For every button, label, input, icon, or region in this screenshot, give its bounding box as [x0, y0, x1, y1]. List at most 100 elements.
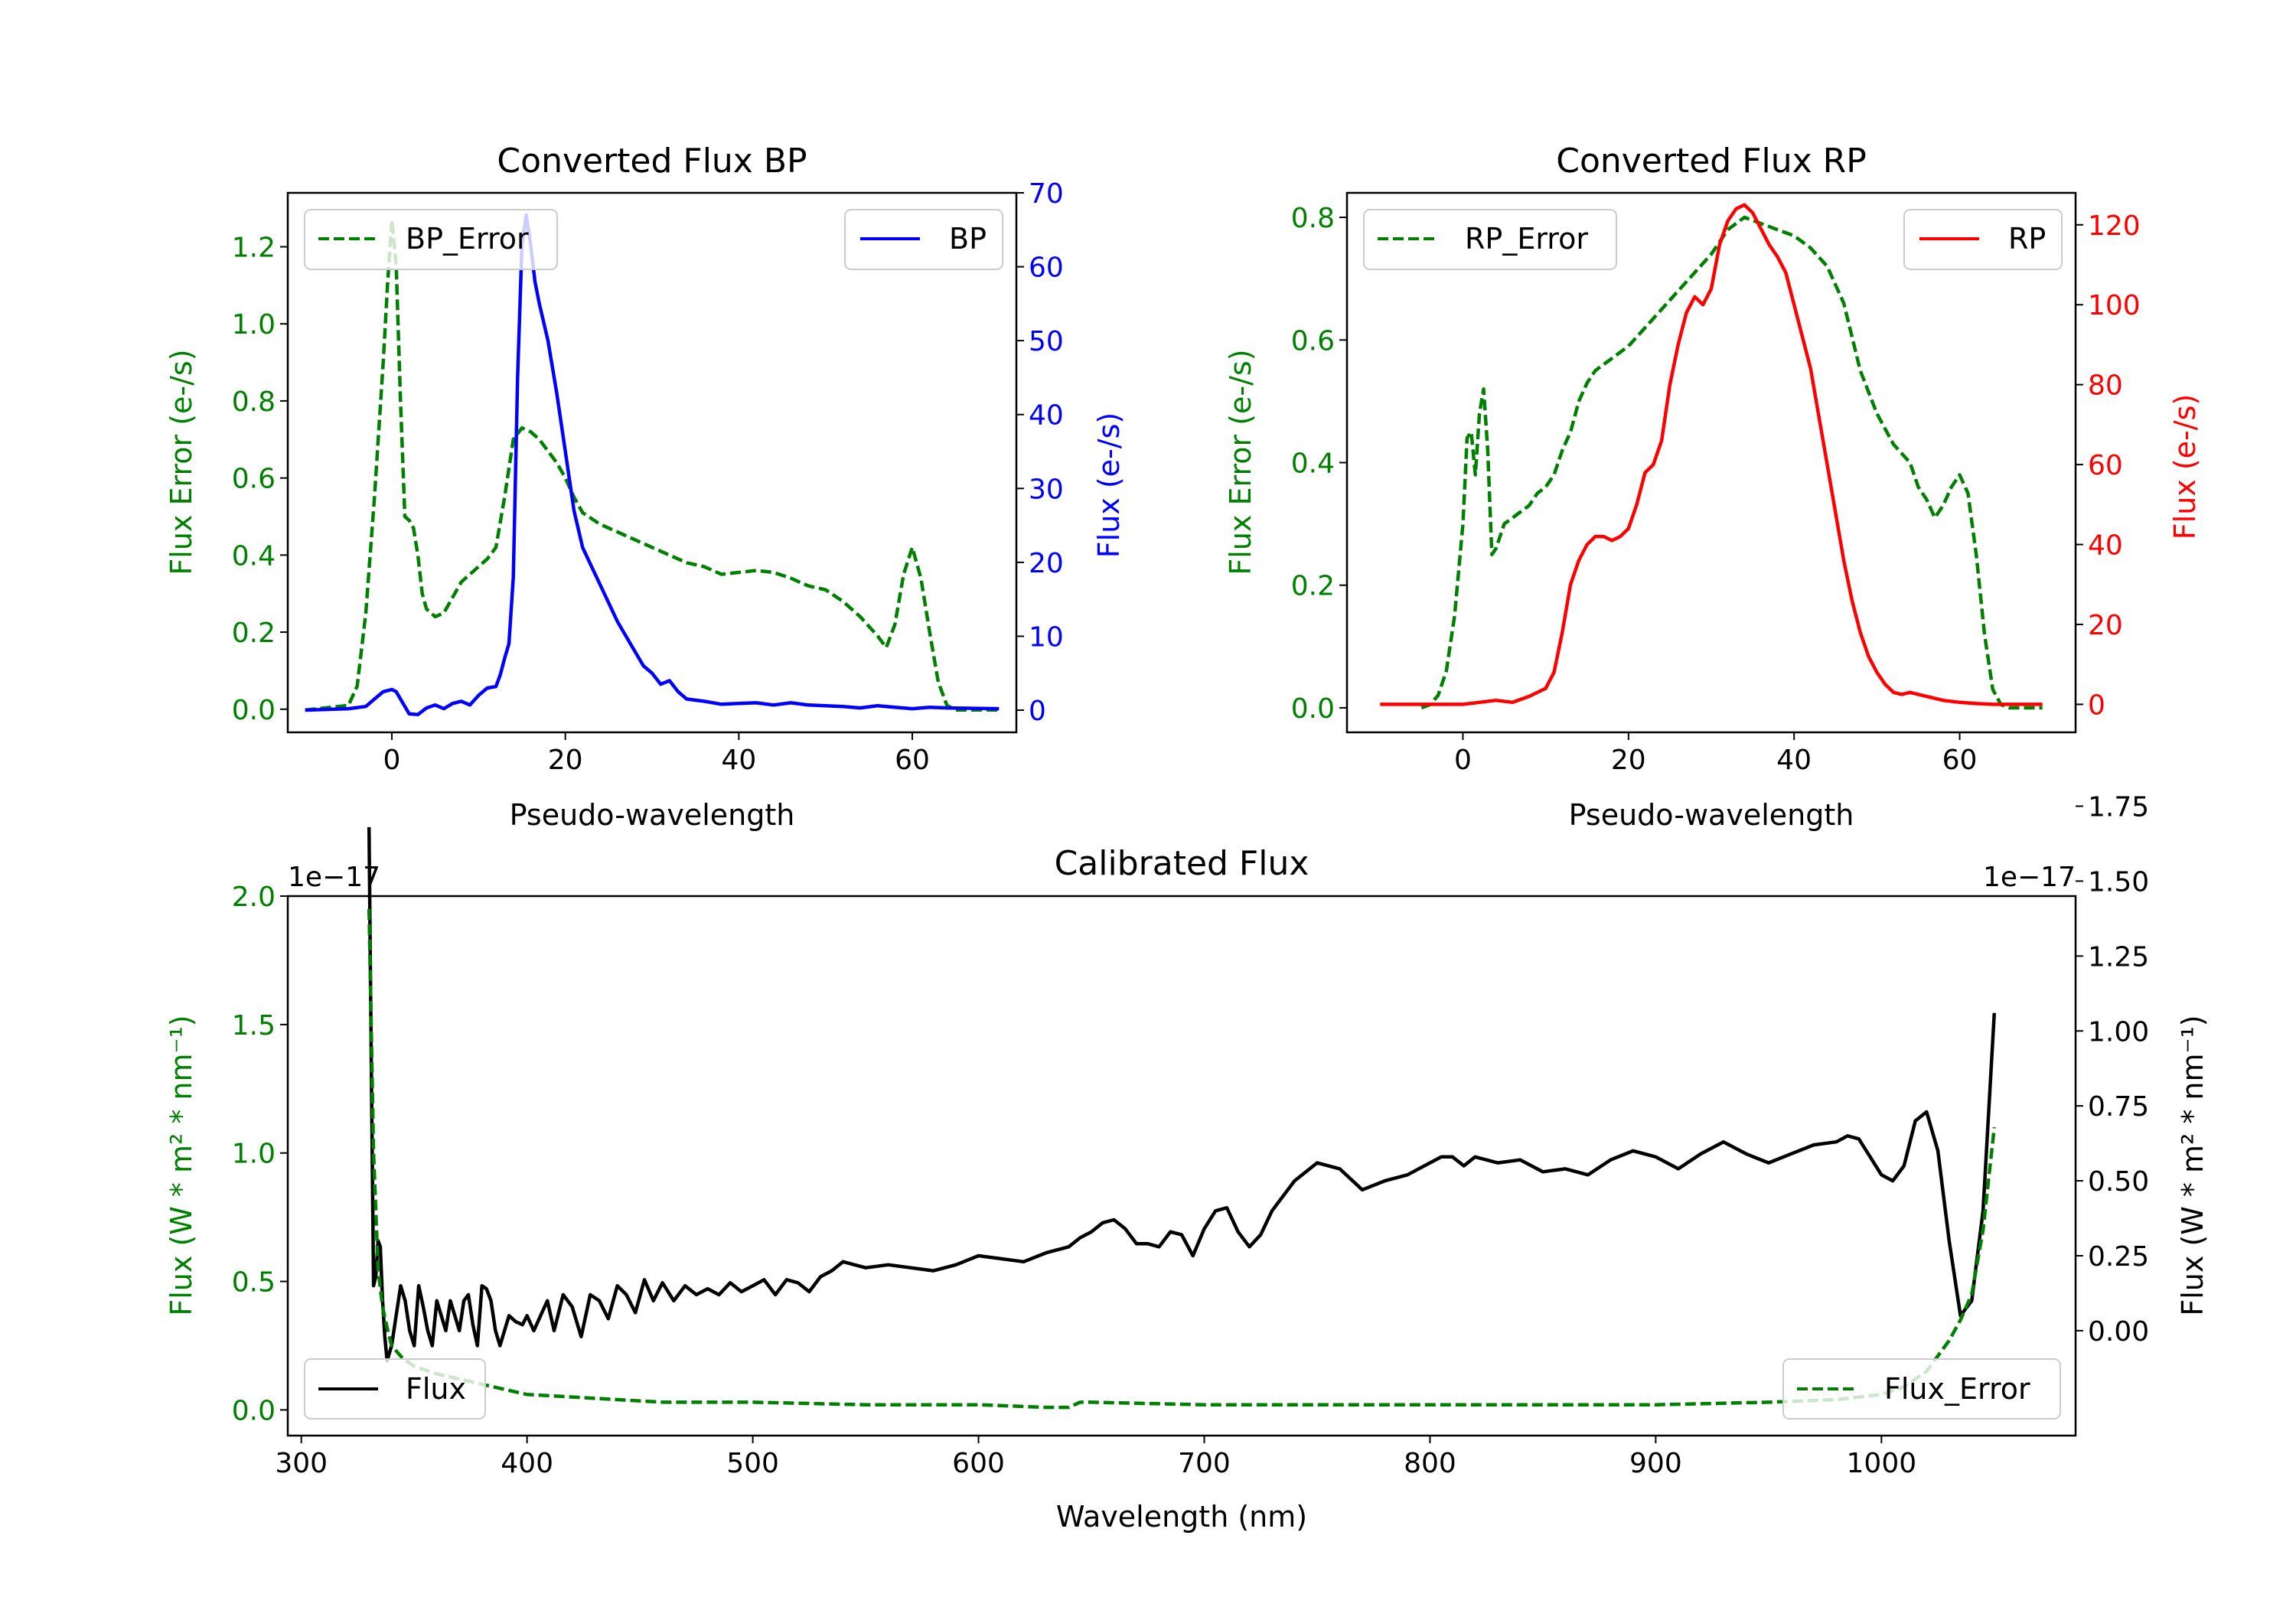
cal-x-tick-label: 800 [1404, 1448, 1456, 1479]
bp-y-left-tick-label: 0.0 [232, 695, 276, 726]
bp-ticks-layer: 0 20 40 60 0.0 0.2 0.4 0.6 0.8 1.0 1.2 0 10 20 30 40 50 6… [232, 178, 1064, 776]
bp-y-right-tick-label: 60 [1029, 253, 1064, 284]
rp-y-left-tick-label: 0.8 [1291, 203, 1335, 234]
rp-y-right-tick-label: 100 [2088, 290, 2141, 321]
cal-y-right-tick-label: 1.00 [2088, 1016, 2149, 1048]
rp-y-right-tick-label: 60 [2088, 450, 2123, 481]
bp-y-left-tick-label: 0.6 [232, 464, 276, 495]
rp-y-left-tick-label: 0.4 [1291, 448, 1335, 480]
bp-legend-right-box [844, 209, 1003, 270]
bp-series-layer [305, 213, 1000, 717]
cal-x-tick-label: 500 [726, 1448, 779, 1479]
bp-series-bp-line [305, 213, 1000, 717]
cal-y-right-tick-label: 0.25 [2088, 1241, 2149, 1273]
cal-y-right-tick-label: 0.50 [2088, 1166, 2149, 1198]
cal-legend-left-box [304, 1358, 486, 1420]
rp-y-right-tick-label: 120 [2088, 210, 2141, 242]
bp-y-right-tick-label: 40 [1029, 400, 1064, 432]
cal-y-left-tick-label: 1.5 [232, 1010, 276, 1041]
cal-y-left-tick-label: 2.0 [232, 882, 276, 913]
cal-legend-error-label: Flux_Error [1884, 1372, 2030, 1406]
bp-y-left-tick-label: 0.8 [232, 386, 276, 418]
cal-axes-frame [286, 895, 2077, 1437]
bp-y-label-left: Flux Error (e-/s) [165, 349, 198, 575]
rp-x-tick-label: 20 [1611, 745, 1646, 776]
cal-legend-right[interactable]: Flux_Error [1782, 1358, 2061, 1420]
rp-y-right-tick-label: 0 [2088, 689, 2105, 721]
bp-y-label-right: Flux (e-/s) [1092, 412, 1126, 558]
rp-legend-right-box [1903, 209, 2063, 270]
bp-x-tick-label: 40 [721, 745, 756, 776]
cal-offset-right: 1e−17 [1983, 862, 2076, 893]
rp-ticks-layer: 0 20 40 60 0.0 0.2 0.4 0.6 0.8 0 20 40 60 80 100 120 [1291, 203, 2141, 776]
cal-x-tick-label: 900 [1629, 1448, 1682, 1479]
chart-calibrated: 300 400 500 600 700 800 900 1000 0.0 0.5 1.0 1.5 2.0… [165, 792, 2210, 1534]
bp-legend-right[interactable]: BP [844, 209, 1003, 270]
cal-y-right-tick-label: 1.75 [2088, 792, 2149, 823]
bp-x-tick-label: 20 [548, 745, 583, 776]
cal-y-label-left: Flux (W * m² * nm⁻¹) [165, 1015, 198, 1315]
bp-y-right-tick-label: 0 [1029, 696, 1046, 727]
rp-x-label: Pseudo-wavelength [1569, 798, 1854, 832]
rp-y-right-tick-label: 80 [2088, 370, 2123, 402]
rp-x-tick-label: 0 [1454, 745, 1472, 776]
bp-y-left-tick-label: 1.2 [232, 233, 276, 264]
rp-y-left-tick-label: 0.2 [1291, 571, 1335, 602]
cal-y-right-tick-label: 0.00 [2088, 1316, 2149, 1348]
cal-y-right-tick-label: 1.25 [2088, 941, 2149, 973]
bp-y-right-tick-label: 50 [1029, 326, 1064, 357]
rp-y-right-tick-label: 40 [2088, 530, 2123, 562]
bp-legend-flux-label: BP [949, 222, 987, 256]
rp-series-layer [1380, 203, 2043, 710]
bp-axes-frame [286, 191, 1018, 734]
rp-x-tick-label: 40 [1776, 745, 1812, 776]
cal-legend-left[interactable]: Flux [304, 1358, 486, 1420]
rp-title: Converted Flux RP [1556, 142, 1867, 181]
rp-y-left-tick-label: 0.0 [1291, 693, 1335, 725]
cal-title: Calibrated Flux [1055, 844, 1309, 883]
bp-legend-left[interactable]: BP_Error [304, 209, 558, 270]
cal-offset-left: 1e−17 [288, 862, 380, 893]
cal-y-right-tick-label: 1.50 [2088, 866, 2149, 898]
cal-x-label: Wavelength (nm) [1056, 1500, 1307, 1534]
rp-series-rp-line [1380, 203, 2043, 706]
bp-y-left-tick-label: 0.2 [232, 618, 276, 649]
bp-y-left-tick-label: 1.0 [232, 309, 276, 341]
bp-y-right-tick-label: 20 [1029, 548, 1064, 579]
cal-x-tick-label: 1000 [1847, 1448, 1917, 1479]
cal-x-tick-label: 400 [501, 1448, 553, 1479]
rp-x-tick-label: 60 [1942, 745, 1978, 776]
rp-y-label-left: Flux Error (e-/s) [1224, 349, 1257, 575]
cal-y-left-tick-label: 1.0 [232, 1139, 276, 1170]
rp-y-left-tick-label: 0.6 [1291, 325, 1335, 357]
bp-x-label: Pseudo-wavelength [510, 798, 795, 832]
cal-ticks-layer: 300 400 500 600 700 800 900 1000 0.0 0.5 1.0 1.5 2.0… [232, 792, 2149, 1480]
cal-y-label-right: Flux (W * m² * nm⁻¹) [2176, 1015, 2210, 1315]
rp-legend-left-box [1363, 209, 1617, 270]
bp-legend-left-box [304, 209, 558, 270]
rp-legend-error-label: RP_Error [1465, 222, 1588, 256]
rp-y-right-tick-label: 20 [2088, 610, 2123, 641]
cal-legend-flux-label: Flux [406, 1372, 466, 1406]
bp-x-tick-label: 60 [895, 745, 930, 776]
rp-series-rp-error-line [1420, 215, 2043, 710]
bp-y-right-tick-label: 30 [1029, 474, 1064, 505]
bp-title: Converted Flux BP [497, 142, 807, 181]
bp-series-bp-error-line [305, 218, 1000, 712]
rp-legend-right[interactable]: RP [1903, 209, 2063, 270]
bp-y-right-tick-label: 10 [1029, 621, 1064, 653]
cal-x-tick-label: 700 [1178, 1448, 1231, 1479]
cal-y-left-tick-label: 0.0 [232, 1395, 276, 1426]
rp-legend-flux-label: RP [2008, 222, 2046, 256]
cal-y-left-tick-label: 0.5 [232, 1267, 276, 1299]
cal-x-tick-label: 600 [952, 1448, 1005, 1479]
cal-legend-right-box [1782, 1358, 2061, 1420]
cal-series-flux-line [367, 826, 1997, 1363]
rp-legend-left[interactable]: RP_Error [1363, 209, 1617, 270]
bp-x-tick-label: 0 [383, 745, 401, 776]
chart-bp: 0 20 40 60 0.0 0.2 0.4 0.6 0.8 1.0 1.2 0 10 20 30 40 50 6… [165, 142, 1126, 832]
bp-y-right-tick-label: 70 [1029, 178, 1064, 210]
cal-y-right-tick-label: 0.75 [2088, 1091, 2149, 1123]
rp-y-label-right: Flux (e-/s) [2168, 394, 2202, 539]
